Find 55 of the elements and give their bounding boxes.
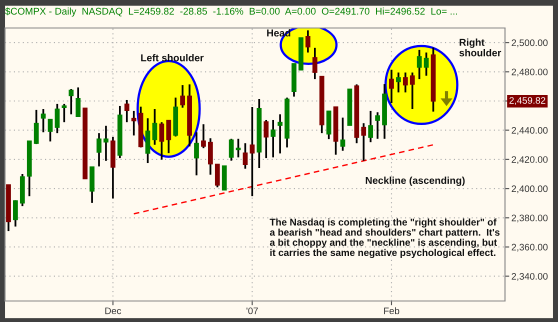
annotation: The Nasdaq is completing the "right shoulder" of a bearish "head and shoulders" chart pattern. It's a bit choppy and the "neckline" is ascending, but it carries the same negative psychological effect.: [270, 218, 500, 258]
chart-title: $COMPX - Daily NASDAQ L=2459.82 -28.85 -1.16% B=0.00 A=0.00 O=2491.70 Hi=2496.52 Lo= ...: [5, 7, 458, 17]
candlestick: [340, 116, 346, 152]
candlestick: [96, 132, 102, 168]
candlestick: [159, 121, 164, 161]
candlestick: [375, 111, 380, 140]
candlestick: [228, 138, 234, 162]
candlestick: [278, 113, 283, 154]
y-tick-label: 2,360.00: [512, 244, 548, 252]
candlestick: [34, 108, 39, 145]
candlestick: [68, 88, 74, 116]
candlestick: [48, 118, 53, 142]
candlestick: [145, 117, 150, 164]
candlestick: [410, 72, 415, 110]
candlestick: [312, 46, 318, 80]
text: Right shoulder: [459, 38, 502, 56]
y-tick-label: 2,440.00: [512, 127, 548, 135]
candlestick: [13, 199, 18, 228]
candlestick: [201, 123, 206, 150]
x-tick-label: '07: [246, 308, 258, 314]
y-tick-label: 2,400.00: [512, 185, 548, 194]
annotation: Left shoulder: [141, 54, 204, 62]
y-tick-label: 2,500.00: [512, 39, 548, 48]
candlestick: [242, 142, 248, 170]
candlestick: [152, 108, 158, 146]
y-tick-label: 2,480.00: [512, 68, 548, 76]
candlestick: [368, 110, 374, 144]
candlestick: [326, 110, 332, 140]
candlestick: [124, 99, 130, 124]
candlestick: [361, 122, 366, 162]
y-tick-label: 2,340.00: [512, 273, 548, 281]
candlestick: [305, 29, 310, 54]
candlestick: [402, 72, 408, 94]
candlestick: [194, 131, 199, 176]
annotation: Neckline (ascending): [366, 176, 465, 186]
candlestick: [104, 124, 108, 162]
candlestick: [54, 103, 60, 134]
candlestick: [396, 72, 401, 94]
candlestick: [424, 52, 429, 77]
text: 2,459.82: [509, 97, 546, 105]
candlestick: [264, 119, 269, 159]
candlestick: [389, 68, 394, 104]
candlestick: [40, 108, 46, 134]
candlestick: [214, 163, 220, 188]
candlestick: [180, 84, 186, 109]
x-tick-label: Feb: [384, 307, 400, 314]
y-tick-label: 2,420.00: [512, 156, 548, 164]
x-tick-label: Dec: [105, 308, 122, 314]
candlestick: [416, 48, 422, 80]
candlestick: [131, 110, 136, 136]
candlestick: [166, 119, 172, 154]
candlestick: [208, 137, 213, 176]
candlestick: [76, 86, 81, 118]
y-tick-label: 2,380.00: [512, 214, 548, 222]
candlestick: [270, 119, 276, 158]
